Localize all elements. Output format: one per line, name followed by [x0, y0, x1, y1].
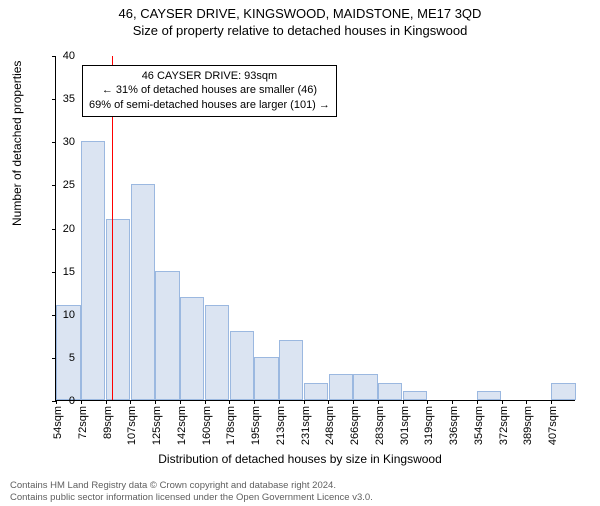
- x-axis-label: Distribution of detached houses by size …: [0, 452, 600, 466]
- chart-container: 46, CAYSER DRIVE, KINGSWOOD, MAIDSTONE, …: [0, 6, 600, 506]
- xtick-mark: [378, 400, 379, 404]
- xtick-label: 336sqm: [448, 406, 460, 445]
- xtick-mark: [452, 400, 453, 404]
- xtick-mark: [526, 400, 527, 404]
- xtick-mark: [477, 400, 478, 404]
- xtick-label: 213sqm: [275, 406, 287, 445]
- plot-wrap: 54sqm72sqm89sqm107sqm125sqm142sqm160sqm1…: [55, 56, 575, 401]
- xtick-label: 54sqm: [52, 406, 64, 439]
- xtick-mark: [551, 400, 552, 404]
- info-box-line: ← 31% of detached houses are smaller (46…: [89, 83, 330, 98]
- histogram-bar: [304, 383, 328, 400]
- histogram-bar: [378, 383, 402, 400]
- histogram-bar: [353, 374, 377, 400]
- histogram-bar: [131, 184, 155, 400]
- xtick-label: 407sqm: [547, 406, 559, 445]
- xtick-label: 283sqm: [374, 406, 386, 445]
- histogram-bar: [81, 141, 105, 400]
- xtick-mark: [254, 400, 255, 404]
- xtick-mark: [502, 400, 503, 404]
- xtick-label: 248sqm: [324, 406, 336, 445]
- xtick-label: 372sqm: [498, 406, 510, 445]
- histogram-bar: [180, 297, 204, 401]
- ytick-label: 25: [45, 179, 75, 191]
- ytick-label: 40: [45, 50, 75, 62]
- y-axis-label: Number of detached properties: [10, 61, 24, 226]
- xtick-mark: [106, 400, 107, 404]
- xtick-label: 389sqm: [522, 406, 534, 445]
- info-box-line: 69% of semi-detached houses are larger (…: [89, 98, 330, 113]
- histogram-bar: [254, 357, 278, 400]
- histogram-bar: [279, 340, 303, 400]
- ytick-label: 5: [45, 352, 75, 364]
- xtick-label: 89sqm: [102, 406, 114, 439]
- xtick-label: 266sqm: [349, 406, 361, 445]
- ytick-label: 15: [45, 266, 75, 278]
- histogram-bar: [551, 383, 575, 400]
- histogram-bar: [205, 305, 229, 400]
- xtick-mark: [130, 400, 131, 404]
- chart-subtitle: Size of property relative to detached ho…: [0, 23, 600, 38]
- xtick-mark: [229, 400, 230, 404]
- xtick-label: 301sqm: [399, 406, 411, 445]
- xtick-mark: [180, 400, 181, 404]
- xtick-label: 354sqm: [473, 406, 485, 445]
- footer: Contains HM Land Registry data © Crown c…: [10, 480, 373, 504]
- xtick-mark: [304, 400, 305, 404]
- xtick-mark: [353, 400, 354, 404]
- xtick-label: 160sqm: [201, 406, 213, 445]
- xtick-mark: [403, 400, 404, 404]
- info-box-line: 46 CAYSER DRIVE: 93sqm: [89, 69, 330, 84]
- histogram-bar: [477, 391, 501, 400]
- xtick-label: 231sqm: [300, 406, 312, 445]
- ytick-label: 0: [45, 395, 75, 407]
- histogram-bar: [230, 331, 254, 400]
- footer-line: Contains public sector information licen…: [10, 492, 373, 504]
- ytick-label: 20: [45, 223, 75, 235]
- xtick-mark: [427, 400, 428, 404]
- xtick-label: 72sqm: [77, 406, 89, 439]
- plot-area: 54sqm72sqm89sqm107sqm125sqm142sqm160sqm1…: [55, 56, 575, 401]
- ytick-label: 10: [45, 309, 75, 321]
- histogram-bar: [329, 374, 353, 400]
- info-box: 46 CAYSER DRIVE: 93sqm← 31% of detached …: [82, 65, 337, 118]
- xtick-mark: [81, 400, 82, 404]
- chart-title: 46, CAYSER DRIVE, KINGSWOOD, MAIDSTONE, …: [0, 6, 600, 21]
- xtick-mark: [328, 400, 329, 404]
- histogram-bar: [155, 271, 179, 400]
- histogram-bar: [403, 391, 427, 400]
- histogram-bar: [106, 219, 130, 400]
- xtick-label: 319sqm: [423, 406, 435, 445]
- ytick-label: 35: [45, 93, 75, 105]
- xtick-mark: [205, 400, 206, 404]
- footer-line: Contains HM Land Registry data © Crown c…: [10, 480, 373, 492]
- xtick-label: 107sqm: [126, 406, 138, 445]
- xtick-label: 195sqm: [250, 406, 262, 445]
- xtick-label: 142sqm: [176, 406, 188, 445]
- xtick-mark: [155, 400, 156, 404]
- xtick-label: 125sqm: [151, 406, 163, 445]
- xtick-label: 178sqm: [225, 406, 237, 445]
- xtick-mark: [279, 400, 280, 404]
- ytick-label: 30: [45, 136, 75, 148]
